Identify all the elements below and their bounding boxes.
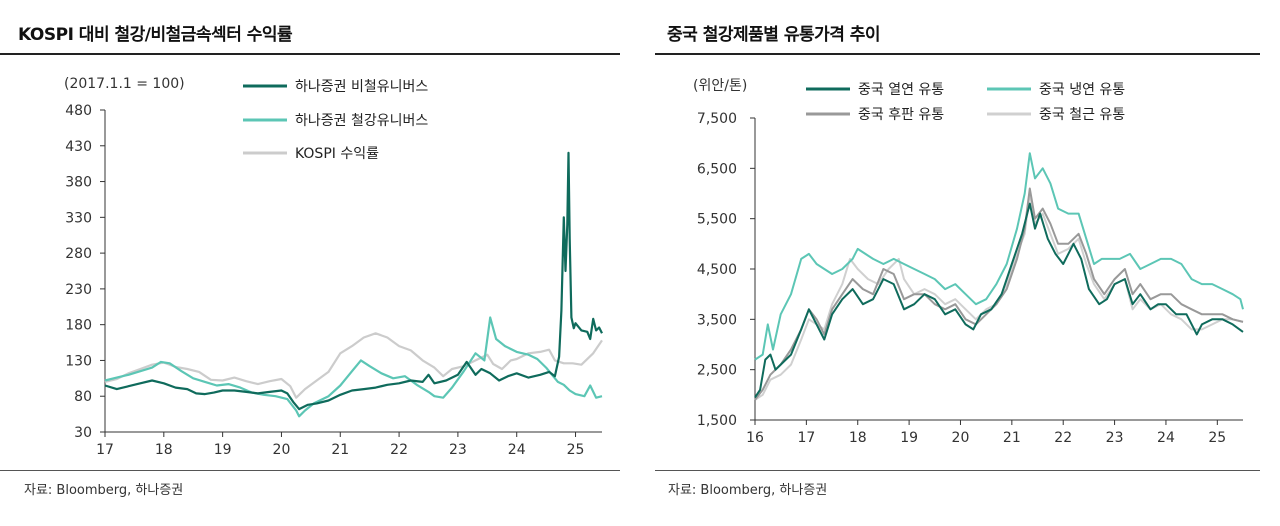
x-tick-label: 16 bbox=[746, 430, 764, 446]
x-tick-label: 20 bbox=[952, 430, 970, 446]
x-tick-label: 18 bbox=[155, 442, 173, 458]
y-tick-label: 280 bbox=[65, 246, 92, 262]
y-tick-label: 330 bbox=[65, 210, 92, 226]
right-line-chart: (위안/톤) 1,500 2,500 3,500 4,500 5,500 6,500 7,5… bbox=[693, 78, 1244, 446]
y-tick-label: 480 bbox=[65, 103, 92, 119]
right-unit-label: (위안/톤) bbox=[693, 78, 747, 94]
y-tick-label: 380 bbox=[65, 175, 92, 191]
x-tick-label: 23 bbox=[1106, 430, 1124, 446]
x-tick-label: 18 bbox=[849, 430, 867, 446]
right-chart-title: 중국 철강제품별 유통가격 추이 bbox=[667, 25, 881, 45]
left-line-chart: (2017.1.1 = 100) 30 80 130 180 230 280 330 380 4… bbox=[64, 76, 603, 458]
x-tick-label: 22 bbox=[1054, 430, 1072, 446]
legend-label-plate: 중국 후판 유통 bbox=[858, 107, 944, 123]
y-tick-label: 7,500 bbox=[697, 111, 737, 127]
left-bottom-rule bbox=[0, 470, 620, 471]
right-source-note: 자료: Bloomberg, 하나증권 bbox=[668, 483, 828, 498]
x-tick-label: 17 bbox=[96, 442, 114, 458]
y-tick-label: 430 bbox=[65, 139, 92, 155]
x-tick-label: 23 bbox=[449, 442, 467, 458]
y-tick-label: 30 bbox=[74, 425, 92, 441]
left-unit-label: (2017.1.1 = 100) bbox=[64, 76, 185, 92]
y-tick-label: 2,500 bbox=[697, 363, 737, 379]
x-tick-label: 21 bbox=[331, 442, 349, 458]
legend-label-rebar: 중국 철근 유통 bbox=[1039, 107, 1125, 123]
left-axes: 30 80 130 180 230 280 330 380 430 480 17 18 19 20 21 22… bbox=[65, 103, 602, 458]
right-axes: 1,500 2,500 3,500 4,500 5,500 6,500 7,500 16 17 1… bbox=[697, 111, 1243, 446]
x-tick-label: 20 bbox=[273, 442, 291, 458]
y-tick-label: 4,500 bbox=[697, 262, 737, 278]
series-line-1 bbox=[104, 316, 603, 418]
x-tick-label: 21 bbox=[1003, 430, 1021, 446]
left-chart-title: KOSPI 대비 철강/비철금속섹터 수익률 bbox=[18, 25, 293, 45]
series-line-0 bbox=[104, 151, 603, 411]
series-line-2 bbox=[104, 332, 603, 399]
left-series-lines bbox=[104, 151, 603, 418]
x-tick-label: 19 bbox=[214, 442, 232, 458]
y-tick-label: 80 bbox=[74, 389, 92, 405]
y-tick-label: 1,500 bbox=[697, 413, 737, 429]
series-line-0 bbox=[754, 202, 1244, 398]
y-tick-label: 130 bbox=[65, 353, 92, 369]
legend-label-steel: 하나증권 철강유니버스 bbox=[295, 113, 428, 129]
x-tick-label: 25 bbox=[1208, 430, 1226, 446]
series-line-1 bbox=[754, 152, 1244, 361]
y-tick-label: 180 bbox=[65, 318, 92, 334]
x-tick-label: 24 bbox=[1157, 430, 1175, 446]
legend-label-kospi: KOSPI 수익률 bbox=[295, 146, 379, 162]
right-legend: 중국 열연 유통 중국 냉연 유통 중국 후판 유통 중국 철근 유통 bbox=[806, 82, 1125, 123]
left-chart-panel: KOSPI 대비 철강/비철금속섹터 수익률 (2017.1.1 = 100) … bbox=[0, 0, 620, 526]
y-tick-label: 230 bbox=[65, 282, 92, 298]
legend-label-nonferrous: 하나증권 비철유니버스 bbox=[295, 79, 428, 95]
x-tick-label: 24 bbox=[508, 442, 526, 458]
y-tick-label: 6,500 bbox=[697, 161, 737, 177]
left-title-rule bbox=[0, 53, 620, 55]
y-tick-label: 3,500 bbox=[697, 312, 737, 328]
y-tick-label: 5,500 bbox=[697, 212, 737, 228]
series-line-2 bbox=[754, 187, 1244, 401]
x-tick-label: 25 bbox=[567, 442, 585, 458]
x-tick-label: 19 bbox=[900, 430, 918, 446]
left-source-note: 자료: Bloomberg, 하나증권 bbox=[24, 483, 184, 498]
right-chart-panel: 중국 철강제품별 유통가격 추이 (위안/톤) 1,500 2,500 3,500 4… bbox=[655, 0, 1280, 526]
right-bottom-rule bbox=[655, 470, 1260, 471]
x-tick-label: 22 bbox=[390, 442, 408, 458]
left-legend: 하나증권 비철유니버스 하나증권 철강유니버스 KOSPI 수익률 bbox=[243, 79, 428, 162]
legend-label-cold-rolled: 중국 냉연 유통 bbox=[1039, 82, 1125, 98]
right-title-rule bbox=[655, 53, 1260, 55]
right-series-lines bbox=[754, 152, 1244, 401]
legend-label-hot-rolled: 중국 열연 유통 bbox=[858, 82, 944, 98]
x-tick-label: 17 bbox=[797, 430, 815, 446]
